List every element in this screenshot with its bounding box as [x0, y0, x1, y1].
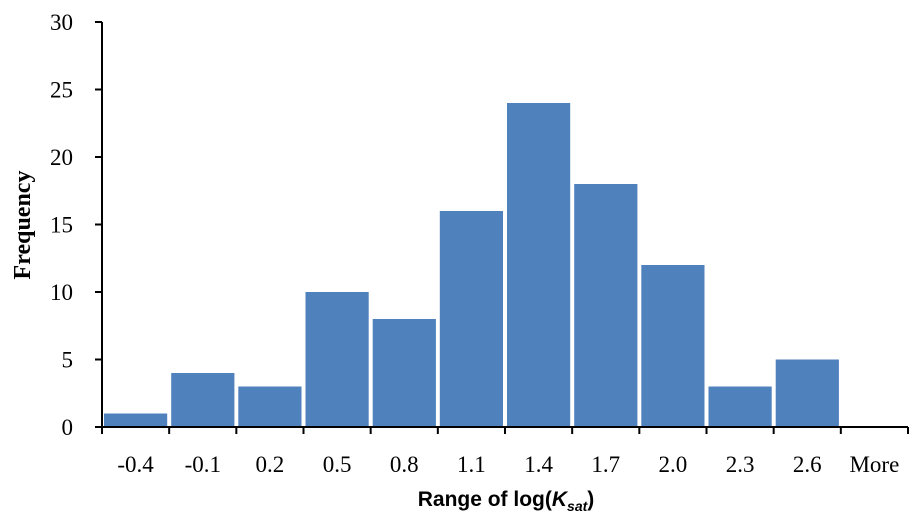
y-tick-label: 30 [50, 10, 73, 35]
x-tick-label: 0.2 [256, 452, 285, 477]
x-axis-title: Range of log(Ksat) [418, 488, 595, 514]
bar-1.1 [439, 211, 503, 427]
bar-2.3 [708, 386, 772, 427]
x-tick-label: 1.7 [591, 452, 620, 477]
y-tick-label: 5 [62, 348, 74, 373]
x-ticks-layer: -0.4 -0.1 0.2 0.5 0.8 1.1 1.4 1.7 2.0 2.3 2.6 More [101, 427, 909, 477]
bar--0.4 [104, 413, 168, 427]
x-tick-label: 1.4 [524, 452, 553, 477]
bar-0.2 [238, 386, 302, 427]
bar-0.5 [305, 292, 369, 427]
x-tick-label: -0.4 [117, 452, 154, 477]
x-axis-title-prefix: Range of log( [418, 488, 552, 511]
y-tick-label: 10 [50, 280, 73, 305]
bars-layer [104, 103, 839, 427]
x-tick-label: More [849, 452, 899, 477]
y-tick-label: 25 [50, 78, 73, 103]
bar--0.1 [171, 373, 235, 427]
x-tick-label: 2.0 [659, 452, 688, 477]
y-tick-label: 15 [50, 213, 73, 238]
bar-2.0 [641, 265, 705, 427]
x-tick-label: 2.3 [726, 452, 755, 477]
x-axis-title-suffix: ) [587, 488, 594, 511]
x-tick-label: 1.1 [457, 452, 486, 477]
x-tick-label: 2.6 [793, 452, 822, 477]
bar-2.6 [775, 359, 839, 427]
y-tick-label: 20 [50, 145, 73, 170]
y-axis-title: Frequency [10, 171, 36, 280]
y-ticks-layer: 0 5 10 15 20 25 30 [50, 10, 102, 440]
x-axis-title-subscript: sat [567, 498, 589, 514]
x-tick-label: 0.8 [390, 452, 419, 477]
x-tick-label: 0.5 [323, 452, 352, 477]
x-tick-label: -0.1 [185, 452, 221, 477]
bar-1.7 [574, 184, 638, 427]
bar-0.8 [372, 319, 436, 427]
bar-1.4 [507, 103, 571, 427]
y-tick-label: 0 [62, 415, 74, 440]
x-axis-title-variable: K [552, 488, 569, 511]
